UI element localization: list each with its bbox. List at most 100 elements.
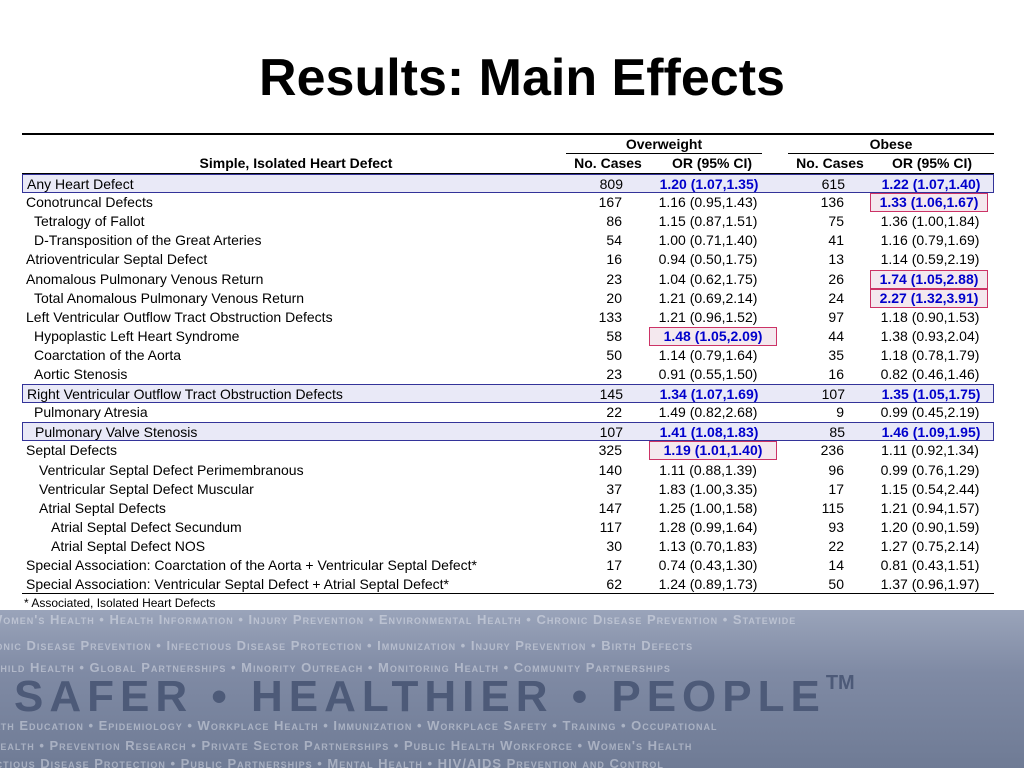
table-row: Anomalous Pulmonary Venous Return 23 1.04 … xyxy=(22,269,994,289)
or-obese: 1.11 (0.92,1.34) xyxy=(881,442,979,459)
or-overweight: 1.20 (1.07,1.35) xyxy=(659,176,759,192)
defect-name: D-Transposition of the Great Arteries xyxy=(34,232,262,249)
cases-obese: 50 xyxy=(828,576,844,593)
cases-overweight: 22 xyxy=(606,404,622,421)
table-row: Tetralogy of Fallot 86 1.15 (0.87,1.51) 75 1… xyxy=(22,212,994,231)
defect-name: Atrioventricular Septal Defect xyxy=(26,251,208,268)
cases-overweight: 145 xyxy=(599,386,623,403)
trademark-mark: TM xyxy=(825,672,855,694)
table-row: Atrial Septal Defects 147 1.25 (1.00,1.58)… xyxy=(22,499,994,518)
cases-overweight: 107 xyxy=(599,424,623,441)
or-obese: 0.99 (0.45,2.19) xyxy=(880,404,980,421)
or-obese: 1.20 (0.90,1.59) xyxy=(880,518,980,535)
or-overweight: 1.34 (1.07,1.69) xyxy=(659,386,759,403)
or-overweight: 1.49 (0.82,2.68) xyxy=(658,404,758,421)
or-overweight: 1.41 (1.08,1.83) xyxy=(659,424,759,441)
table-row: Conotruncal Defects 167 1.16 (0.95,1.43) 13… xyxy=(22,193,994,213)
cases-obese: 236 xyxy=(820,442,844,459)
or-overweight: 1.21 (0.69,2.14) xyxy=(658,289,758,306)
footer-banner: Women's Health • Health Information • In… xyxy=(0,610,1024,768)
or-obese: 1.21 (0.94,1.57) xyxy=(880,499,980,516)
table-row: Total Anomalous Pulmonary Venous Return 2… xyxy=(22,288,994,308)
or-obese: 1.36 (1.00,1.84) xyxy=(880,213,980,230)
cases-obese: 93 xyxy=(828,518,844,535)
or-obese: 1.27 (0.75,2.14) xyxy=(880,537,980,554)
cases-overweight: 62 xyxy=(606,576,622,593)
defect-name: Pulmonary Atresia xyxy=(34,404,148,421)
or-overweight: 1.83 (1.00,3.35) xyxy=(658,480,758,497)
top-rule xyxy=(22,133,994,135)
banner-text-line: Infectious Disease Protection • Public P… xyxy=(0,756,664,768)
cases-obese: 22 xyxy=(828,537,844,554)
cases-obese: 97 xyxy=(828,308,844,325)
cases-obese: 26 xyxy=(828,270,844,287)
table-row: Any Heart Defect 809 1.20 (1.07,1.35) 615 1.… xyxy=(22,174,994,193)
or-obese: 1.74 (1.05,2.88) xyxy=(870,269,988,289)
or-overweight: 1.13 (0.70,1.83) xyxy=(658,537,758,554)
banner-text-line: Child Health • Global Partnerships • Min… xyxy=(0,660,671,675)
table-row: Pulmonary Valve Stenosis 107 1.41 (1.08,1.… xyxy=(22,422,994,442)
or-overweight: 1.16 (0.95,1.43) xyxy=(658,194,758,211)
or-obese: 1.33 (1.06,1.67) xyxy=(870,193,988,213)
or-overweight: 1.19 (1.01,1.40) xyxy=(649,441,777,461)
banner-text-line: Chronic Disease Prevention • Infectious … xyxy=(0,638,694,653)
cases-obese: 24 xyxy=(828,289,844,306)
or-overweight: 1.11 (0.88,1.39) xyxy=(659,461,757,478)
column-header-defect: Simple, Isolated Heart Defect xyxy=(199,155,393,171)
cases-obese: 136 xyxy=(820,194,844,211)
table-row: Right Ventricular Outflow Tract Obstruct… xyxy=(22,384,994,404)
cases-overweight: 167 xyxy=(598,194,622,211)
cases-obese: 14 xyxy=(828,557,844,573)
defect-name: Ventricular Septal Defect Muscular xyxy=(39,480,254,497)
cases-overweight: 17 xyxy=(606,557,622,573)
cases-obese: 41 xyxy=(828,232,844,249)
or-obese: 0.99 (0.76,1.29) xyxy=(880,461,980,478)
table-row: Left Ventricular Outflow Tract Obstructi… xyxy=(22,308,994,327)
defect-name: Conotruncal Defects xyxy=(26,194,153,211)
cases-obese: 9 xyxy=(836,404,844,421)
cases-overweight: 23 xyxy=(606,366,622,382)
slide-title: Results: Main Effects xyxy=(259,49,785,107)
cases-overweight: 30 xyxy=(606,537,622,554)
or-obese: 1.14 (0.59,2.19) xyxy=(880,251,980,268)
or-overweight: 1.21 (0.96,1.52) xyxy=(658,308,758,325)
or-obese: 1.37 (0.96,1.97) xyxy=(880,576,980,593)
footnote: * Associated, Isolated Heart Defects xyxy=(24,596,216,610)
or-overweight: 1.14 (0.79,1.64) xyxy=(658,346,758,363)
cases-obese: 615 xyxy=(821,176,845,192)
or-obese: 1.18 (0.90,1.53) xyxy=(880,308,980,325)
column-header-cases-overweight: No. Cases xyxy=(574,155,642,171)
defect-name: Tetralogy of Fallot xyxy=(34,213,145,230)
defect-name: Anomalous Pulmonary Venous Return xyxy=(26,270,264,287)
defect-name: Atrial Septal Defect Secundum xyxy=(51,518,242,535)
cases-obese: 85 xyxy=(829,424,845,441)
group-header-obese: Obese xyxy=(869,136,913,152)
or-obese: 0.82 (0.46,1.46) xyxy=(880,366,980,382)
cases-overweight: 50 xyxy=(606,346,622,363)
table-bottom-rule xyxy=(22,593,994,594)
header-bottom-rule xyxy=(22,173,994,174)
table-row: Atrioventricular Septal Defect 16 0.94 (0.… xyxy=(22,250,994,269)
table-row: Coarctation of the Aorta 50 1.14 (0.79,1.6… xyxy=(22,346,994,365)
or-obese: 1.15 (0.54,2.44) xyxy=(880,480,980,497)
or-overweight: 0.74 (0.43,1.30) xyxy=(658,557,758,573)
banner-slogan: SAFER • HEALTHIER • PEOPLETM xyxy=(14,672,855,721)
group-header-overweight: Overweight xyxy=(625,136,703,152)
column-header-or-obese: OR (95% CI) xyxy=(891,155,973,171)
defect-name: Left Ventricular Outflow Tract Obstructi… xyxy=(26,308,333,325)
defect-name: Pulmonary Valve Stenosis xyxy=(35,424,198,441)
defect-name: Septal Defects xyxy=(26,442,118,459)
or-overweight: 1.15 (0.87,1.51) xyxy=(658,213,758,230)
table-row: D-Transposition of the Great Arteries 54 1… xyxy=(22,231,994,250)
column-header-cases-obese: No. Cases xyxy=(796,155,864,171)
cases-overweight: 20 xyxy=(606,289,622,306)
cases-overweight: 140 xyxy=(598,461,622,478)
or-obese: 1.16 (0.79,1.69) xyxy=(880,232,980,249)
cases-obese: 96 xyxy=(828,461,844,478)
or-obese: 0.81 (0.43,1.51) xyxy=(880,557,980,573)
defect-name: Hypoplastic Left Heart Syndrome xyxy=(34,327,240,344)
defect-name: Aortic Stenosis xyxy=(34,366,128,382)
banner-text-line: Health • Prevention Research • Private S… xyxy=(0,738,693,753)
or-overweight: 0.91 (0.55,1.50) xyxy=(658,366,758,382)
cases-obese: 17 xyxy=(828,480,844,497)
